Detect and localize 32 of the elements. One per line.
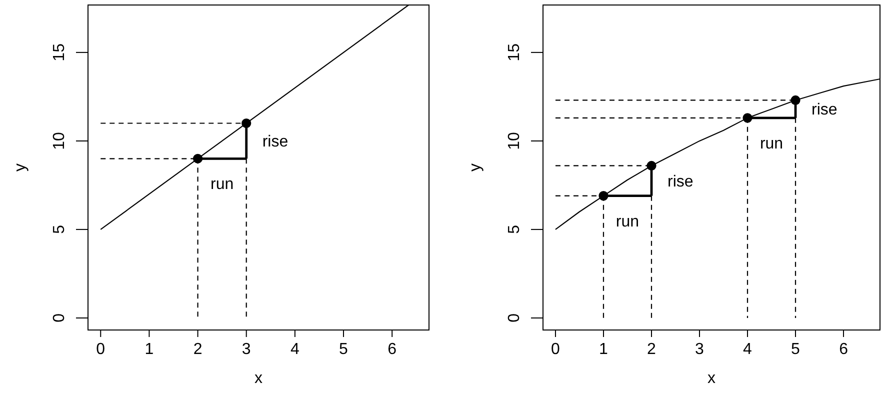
x-tick-label: 3: [242, 341, 251, 358]
x-tick-label: 1: [144, 341, 154, 358]
annotation: run: [210, 176, 234, 194]
y-tick-label: 10: [506, 132, 523, 150]
annotation: rise: [667, 173, 694, 190]
x-tick-label: 2: [647, 341, 656, 358]
annotation: run: [760, 136, 784, 153]
x-tick-label: 5: [339, 341, 348, 358]
x-tick-label: 4: [290, 341, 300, 358]
y-tick-label: 15: [506, 43, 523, 62]
y-axis-title: y: [12, 164, 29, 172]
annotation: run: [616, 213, 640, 230]
y-tick-label: 5: [506, 224, 523, 234]
x-tick-label: 1: [599, 341, 608, 358]
x-axis-title: x: [708, 370, 716, 387]
y-tick-label: 0: [51, 313, 68, 322]
x-tick-label: 3: [695, 341, 704, 358]
x-tick-label: 5: [791, 341, 800, 358]
x-tick-label: 0: [96, 341, 106, 358]
x-tick-label: 4: [743, 341, 752, 358]
x-axis-title: x: [254, 370, 262, 387]
x-tick-label: 6: [839, 341, 848, 358]
y-tick-label: 5: [51, 224, 68, 234]
y-tick-label: 0: [506, 313, 523, 322]
annotation: rise: [262, 134, 288, 151]
x-tick-label: 6: [388, 341, 397, 358]
x-tick-label: 0: [551, 341, 560, 358]
x-tick-label: 2: [193, 341, 202, 358]
y-axis-title: y: [467, 164, 484, 172]
y-tick-label: 15: [51, 43, 68, 62]
annotation: rise: [812, 102, 838, 119]
y-tick-label: 10: [51, 132, 68, 150]
